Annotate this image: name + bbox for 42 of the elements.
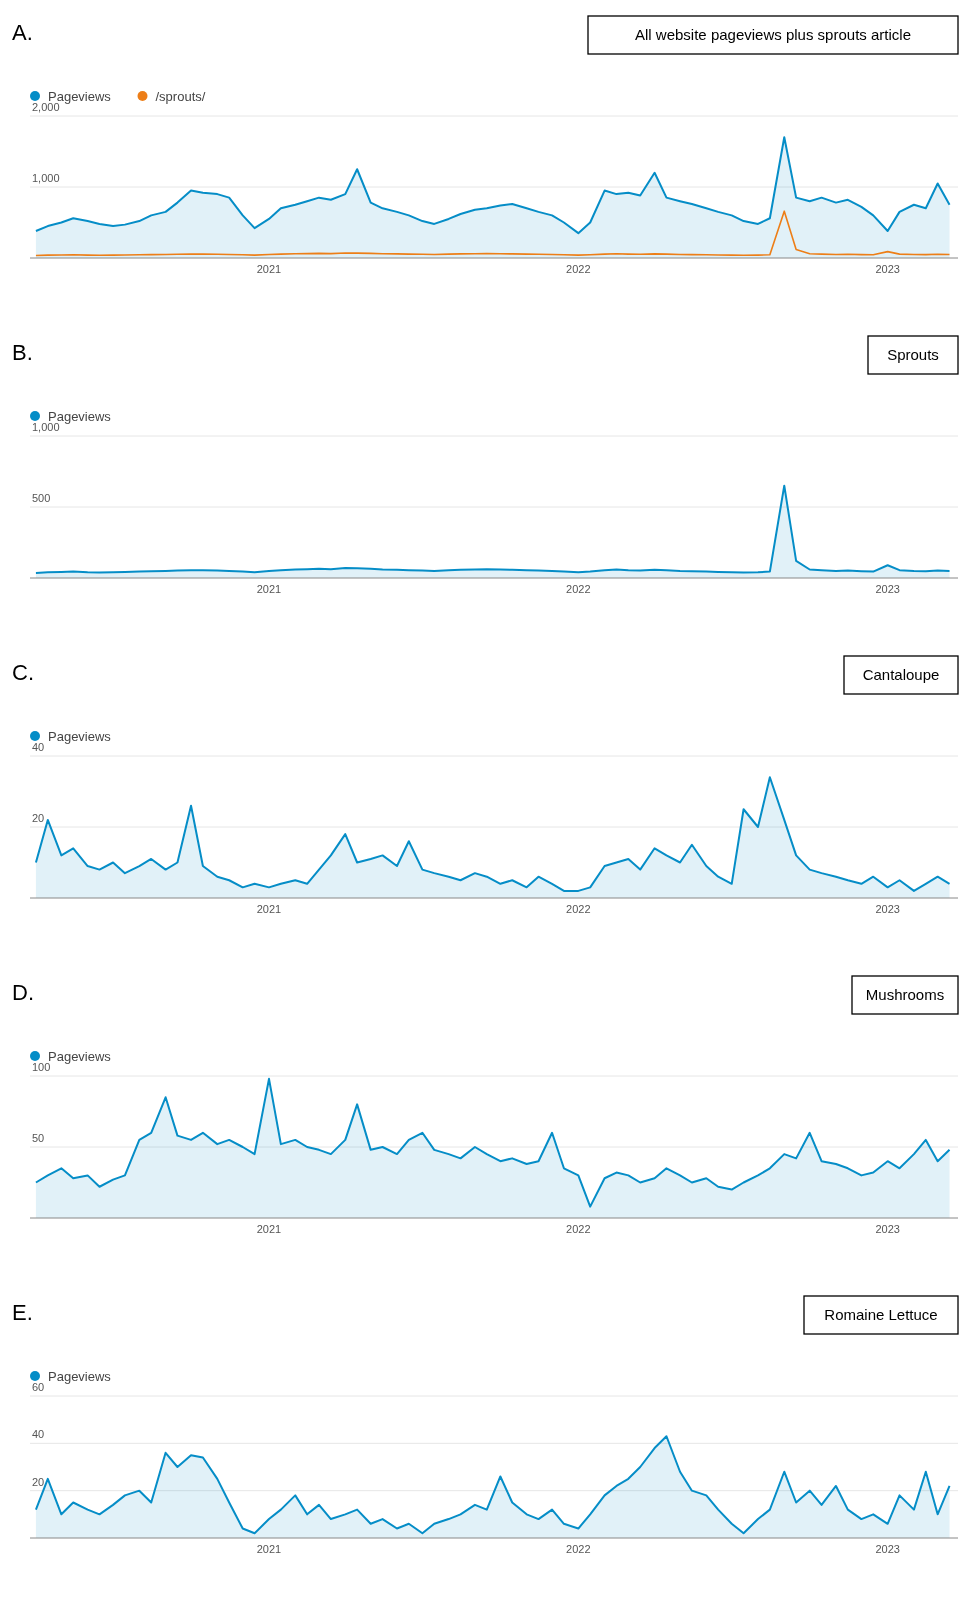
legend-label: Pageviews — [48, 1049, 112, 1064]
x-tick-label: 2021 — [256, 263, 282, 275]
y-tick-label: 1,000 — [32, 421, 60, 433]
x-tick-label: 2021 — [256, 583, 282, 595]
chart-title: C. — [12, 660, 34, 685]
x-tick-label: 2022 — [566, 583, 591, 595]
chart-subtitle: Mushrooms — [865, 986, 945, 1003]
legend-label: /sprouts/ — [155, 89, 206, 104]
y-tick-label: 500 — [32, 492, 51, 504]
y-tick-label: 20 — [32, 1475, 45, 1488]
chart-subtitle: Sprouts — [887, 346, 939, 363]
chart-subtitle: All website pageviews plus sprouts article — [635, 26, 911, 43]
x-tick-label: 2021 — [256, 1543, 282, 1555]
x-tick-label: 2023 — [875, 903, 900, 915]
x-tick-label: 2022 — [566, 1223, 591, 1235]
x-tick-label: 2023 — [875, 263, 900, 275]
chart-title: A. — [12, 20, 33, 45]
chart-subtitle: Cantaloupe — [862, 666, 940, 683]
y-tick-label: 2,000 — [32, 101, 60, 113]
chart-title: B. — [12, 340, 33, 365]
legend-label: Pageviews — [48, 89, 112, 104]
x-tick-label: 2022 — [566, 263, 591, 275]
x-tick-label: 2023 — [875, 1543, 900, 1555]
legend-label: Pageviews — [48, 409, 112, 424]
x-tick-label: 2023 — [875, 1223, 900, 1235]
x-tick-label: 2021 — [256, 903, 282, 915]
y-tick-label: 1,000 — [32, 172, 60, 184]
chart-title: D. — [12, 980, 34, 1005]
x-tick-label: 2023 — [875, 583, 900, 595]
y-tick-label: 60 — [32, 1381, 45, 1393]
x-tick-label: 2022 — [566, 1543, 591, 1555]
y-tick-label: 100 — [32, 1061, 51, 1073]
legend-label: Pageviews — [48, 729, 112, 744]
x-tick-label: 2022 — [566, 903, 591, 915]
y-tick-label: 40 — [32, 741, 45, 753]
y-tick-label: 20 — [32, 812, 45, 824]
chart-subtitle: Romaine Lettuce — [824, 1306, 938, 1323]
chart-title: E. — [12, 1300, 33, 1325]
legend-label: Pageviews — [48, 1369, 112, 1384]
y-tick-label: 40 — [32, 1428, 45, 1441]
x-tick-label: 2021 — [256, 1223, 282, 1235]
y-tick-label: 50 — [32, 1132, 45, 1144]
